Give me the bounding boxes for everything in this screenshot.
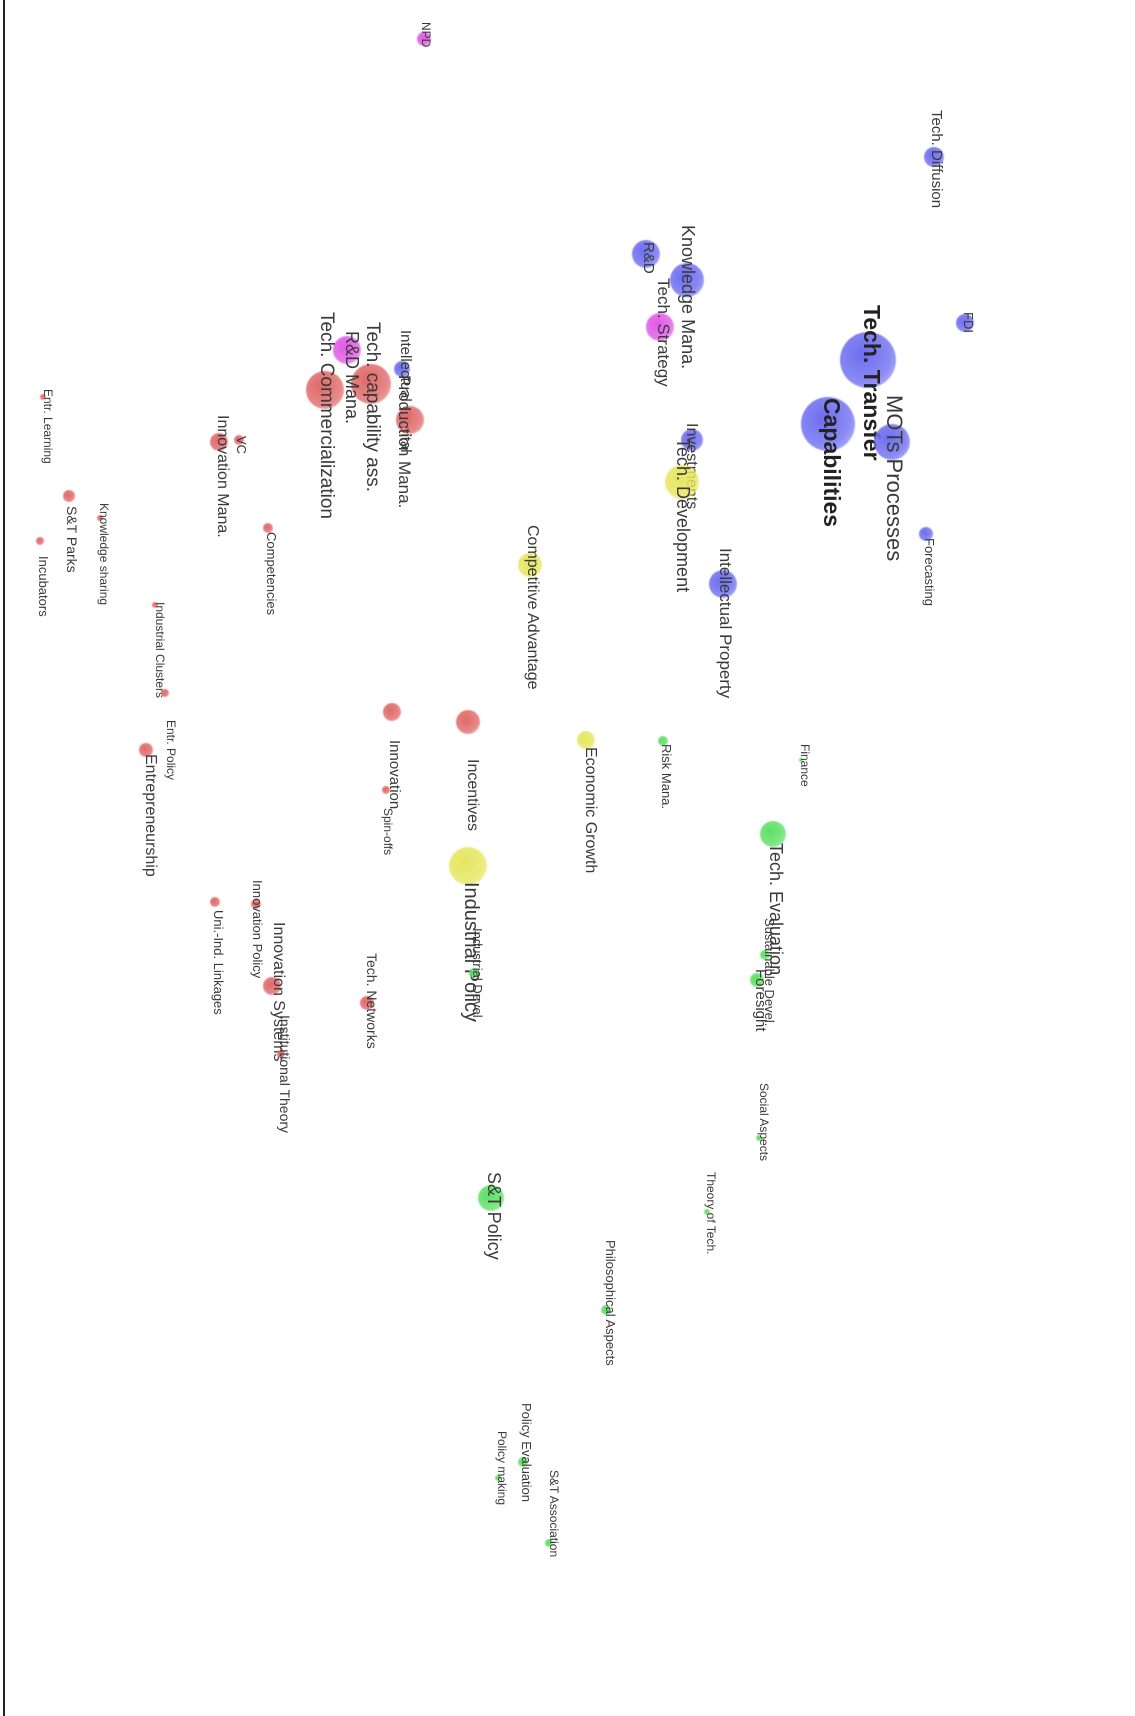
node-competencies[interactable] bbox=[263, 523, 273, 533]
node-label-tech-development: Tech. Development bbox=[673, 438, 693, 593]
node-economic-growth[interactable] bbox=[577, 731, 595, 749]
node-tech-development[interactable] bbox=[665, 465, 699, 499]
node-npd[interactable] bbox=[417, 32, 431, 46]
node-label-uni-ind-linkages: Uni.-Ind. Linkages bbox=[211, 910, 226, 1015]
node-label-incubators: Incubators bbox=[36, 556, 51, 617]
node-label-capabilities: Capabilities bbox=[819, 398, 845, 528]
node-label-policy-evaluation: Policy Evaluation bbox=[519, 1403, 534, 1502]
node-institutional-theory[interactable] bbox=[277, 1050, 285, 1058]
node-label-foresight: Foresight bbox=[752, 969, 769, 1032]
node-forecasting[interactable] bbox=[919, 527, 933, 541]
node-label-finance: Finance bbox=[798, 744, 812, 787]
node-innovation-systems[interactable] bbox=[263, 977, 281, 995]
node-sustainable-devel[interactable] bbox=[760, 950, 770, 960]
frame-border bbox=[3, 0, 5, 1716]
node-label-mots-processes: MOTs Processes bbox=[882, 395, 907, 562]
node-label-tech-diffusion: Tech. Diffusion bbox=[928, 110, 945, 209]
node-tech-strategy[interactable] bbox=[646, 313, 674, 341]
node-st-association[interactable] bbox=[545, 1539, 553, 1547]
node-innovation-policy[interactable] bbox=[251, 899, 261, 909]
node-entrepreneurship[interactable] bbox=[139, 743, 153, 757]
node-finance[interactable] bbox=[799, 758, 803, 762]
node-tech-commercialization[interactable] bbox=[306, 371, 344, 409]
node-philosophical-aspects[interactable] bbox=[601, 1305, 611, 1315]
node-industrial-policy[interactable] bbox=[449, 847, 487, 885]
node-label-fdi: FDI bbox=[961, 312, 976, 333]
node-risk-mana[interactable] bbox=[658, 736, 668, 746]
node-spin-offs[interactable] bbox=[382, 786, 390, 794]
node-label-risk-mana: Risk Mana. bbox=[659, 744, 674, 810]
node-label-theory-of-tech: Theory of Tech. bbox=[704, 1172, 718, 1255]
node-vc[interactable] bbox=[234, 435, 244, 445]
node-label-tech-commercialization: Tech. Commercialization bbox=[316, 312, 337, 519]
node-tech-transfer[interactable] bbox=[840, 332, 896, 388]
node-label-competitive-advantage: Competitive Advantage bbox=[524, 525, 541, 690]
node-industrial-clusters[interactable] bbox=[152, 602, 158, 608]
node-label-knowledge-sharing: Knowledge sharing bbox=[97, 503, 111, 606]
node-tech-capability-ass[interactable] bbox=[351, 364, 391, 404]
node-label-social-aspects: Social Aspects bbox=[757, 1083, 771, 1162]
node-label-spin-offs: Spin-offs bbox=[381, 808, 395, 856]
node-social-aspects[interactable] bbox=[756, 1135, 762, 1141]
node-intellectual-capital[interactable] bbox=[394, 361, 410, 377]
node-label-forecasting: Forecasting bbox=[922, 538, 937, 606]
node-label-intellectual-property: Intellectual Property bbox=[716, 548, 735, 699]
node-industrial-devel[interactable] bbox=[469, 968, 479, 978]
node-investments[interactable] bbox=[681, 429, 703, 451]
node-label-st-parks: S&T Parks bbox=[64, 506, 80, 573]
node-uni-ind-linkages[interactable] bbox=[210, 897, 220, 907]
node-label-innovation-policy: Innovation Policy bbox=[250, 880, 265, 979]
node-innovation-mana[interactable] bbox=[210, 433, 228, 451]
node-label-vc: VC bbox=[234, 436, 249, 455]
node-rd[interactable] bbox=[632, 240, 660, 268]
node-tech-evaluation[interactable] bbox=[760, 821, 786, 847]
node-label-st-association: S&T Association bbox=[547, 1470, 561, 1558]
node-rd-mana[interactable] bbox=[333, 336, 361, 364]
node-label-incentives: Incentives bbox=[464, 759, 481, 832]
node-st-parks[interactable] bbox=[63, 490, 75, 502]
node-theory-of-tech[interactable] bbox=[704, 1209, 710, 1215]
node-label-innovation-mana: Innovation Mana. bbox=[214, 415, 231, 538]
node-production-mana[interactable] bbox=[396, 406, 424, 434]
node-incubators[interactable] bbox=[36, 537, 44, 545]
node-mots-processes[interactable] bbox=[874, 424, 910, 460]
node-label-economic-growth: Economic Growth bbox=[582, 747, 599, 874]
node-label-rd-mana: R&D Mana. bbox=[342, 331, 362, 425]
node-label-tech-networks: Tech. Networks bbox=[364, 953, 380, 1049]
node-tech-diffusion[interactable] bbox=[924, 147, 944, 167]
node-label-st-policy: S&T Policy bbox=[484, 1172, 504, 1260]
node-foresight[interactable] bbox=[750, 973, 764, 987]
node-label-tech-strategy: Tech. Strategy bbox=[654, 278, 673, 387]
node-label-industrial-devel: Industrial Devel. bbox=[470, 928, 485, 1022]
node-label-institutional-theory: Institutional Theory bbox=[277, 1015, 293, 1134]
node-intellectual-property[interactable] bbox=[709, 570, 737, 598]
node-incentives[interactable] bbox=[456, 710, 480, 734]
node-label-production-mana: Production Mana. bbox=[395, 375, 414, 509]
node-innovation[interactable] bbox=[383, 703, 401, 721]
node-knowledge-mana[interactable] bbox=[670, 263, 704, 297]
node-competitive-advantage[interactable] bbox=[518, 553, 542, 577]
node-policy-making[interactable] bbox=[495, 1475, 501, 1481]
node-st-policy[interactable] bbox=[478, 1185, 504, 1211]
node-label-entrepreneurship: Entrepreneurship bbox=[142, 754, 159, 877]
node-knowledge-sharing[interactable] bbox=[97, 515, 103, 521]
node-label-policy-making: Policy making bbox=[495, 1431, 509, 1506]
node-label-industrial-clusters: Industrial Clusters bbox=[153, 602, 167, 699]
node-capabilities[interactable] bbox=[801, 397, 855, 451]
node-label-tech-capability-ass: Tech. capability ass. bbox=[362, 322, 383, 493]
node-label-philosophical-aspects: Philosophical Aspects bbox=[603, 1240, 618, 1366]
node-label-competencies: Competencies bbox=[264, 532, 279, 616]
node-label-entr-learning: Entr. Learning bbox=[41, 389, 55, 464]
node-tech-networks[interactable] bbox=[360, 996, 374, 1010]
node-label-npd: NPD bbox=[419, 22, 433, 48]
node-fdi[interactable] bbox=[956, 314, 974, 332]
node-label-rd: R&D bbox=[640, 242, 657, 274]
node-label-entr-policy: Entr. Policy bbox=[164, 720, 178, 781]
node-label-innovation: Innovation bbox=[386, 740, 403, 810]
node-label-knowledge-mana: Knowledge Mana. bbox=[678, 225, 698, 370]
node-entr-learning[interactable] bbox=[40, 394, 46, 400]
node-entr-policy[interactable] bbox=[161, 689, 169, 697]
node-policy-evaluation[interactable] bbox=[518, 1457, 528, 1467]
